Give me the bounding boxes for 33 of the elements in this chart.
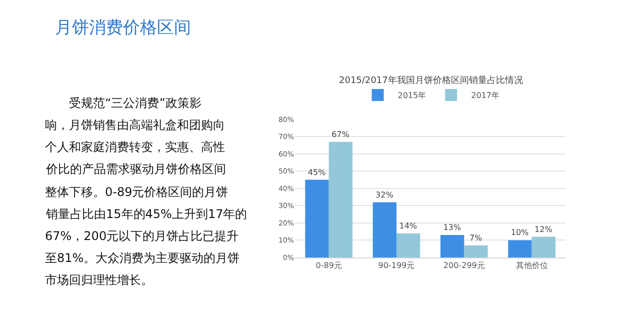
x-tick-label: 90-199元 <box>378 261 415 270</box>
x-tick-label: 其他价位 <box>516 261 548 270</box>
legend-label: 2017年 <box>471 91 500 100</box>
text: 受规范“三公消费”政策影 <box>45 96 202 110</box>
bar <box>305 180 329 258</box>
text: 响，月饼销售由高端礼盒和团购向 <box>45 118 225 132</box>
bar <box>372 202 396 258</box>
bar <box>440 235 464 258</box>
x-tick-label: 200-299元 <box>443 261 485 270</box>
data-label: 10% <box>510 228 530 238</box>
data-label: 13% <box>443 223 462 232</box>
text: 67%，200元以下的月饼占比已提升 <box>45 229 239 243</box>
data-label: 12% <box>534 224 553 234</box>
text: 价比的产品需求驱动月饼价格区间 <box>45 162 226 176</box>
bar <box>464 245 488 258</box>
legend-label: 2015年 <box>398 91 426 100</box>
text: 市场回归理性增长。 <box>45 273 153 287</box>
text: 个人和家庭消费转变，实惠、高性 <box>45 140 225 154</box>
bar <box>328 142 353 258</box>
data-label: 7% <box>469 233 483 242</box>
bar <box>532 236 556 258</box>
text: 销量占比由15年的45%上升到17年的 <box>45 207 248 221</box>
x-tick-label: 0-89元 <box>316 261 342 270</box>
bar <box>508 240 532 258</box>
data-label: 32% <box>376 190 394 200</box>
data-label: 67% <box>332 130 350 139</box>
data-label: 14% <box>399 221 418 230</box>
text: 至81%。大众消费为主要驱动的月饼 <box>45 251 240 265</box>
bar <box>396 233 420 258</box>
text: 月饼消费价格区间 <box>55 18 191 38</box>
data-label: 45% <box>308 168 326 177</box>
text: 整体下移。0-89元价格区间的月饼 <box>45 185 228 199</box>
chart-subtitle: 2015/2017年我国月饼价格区间销量占比情况 <box>339 75 523 86</box>
